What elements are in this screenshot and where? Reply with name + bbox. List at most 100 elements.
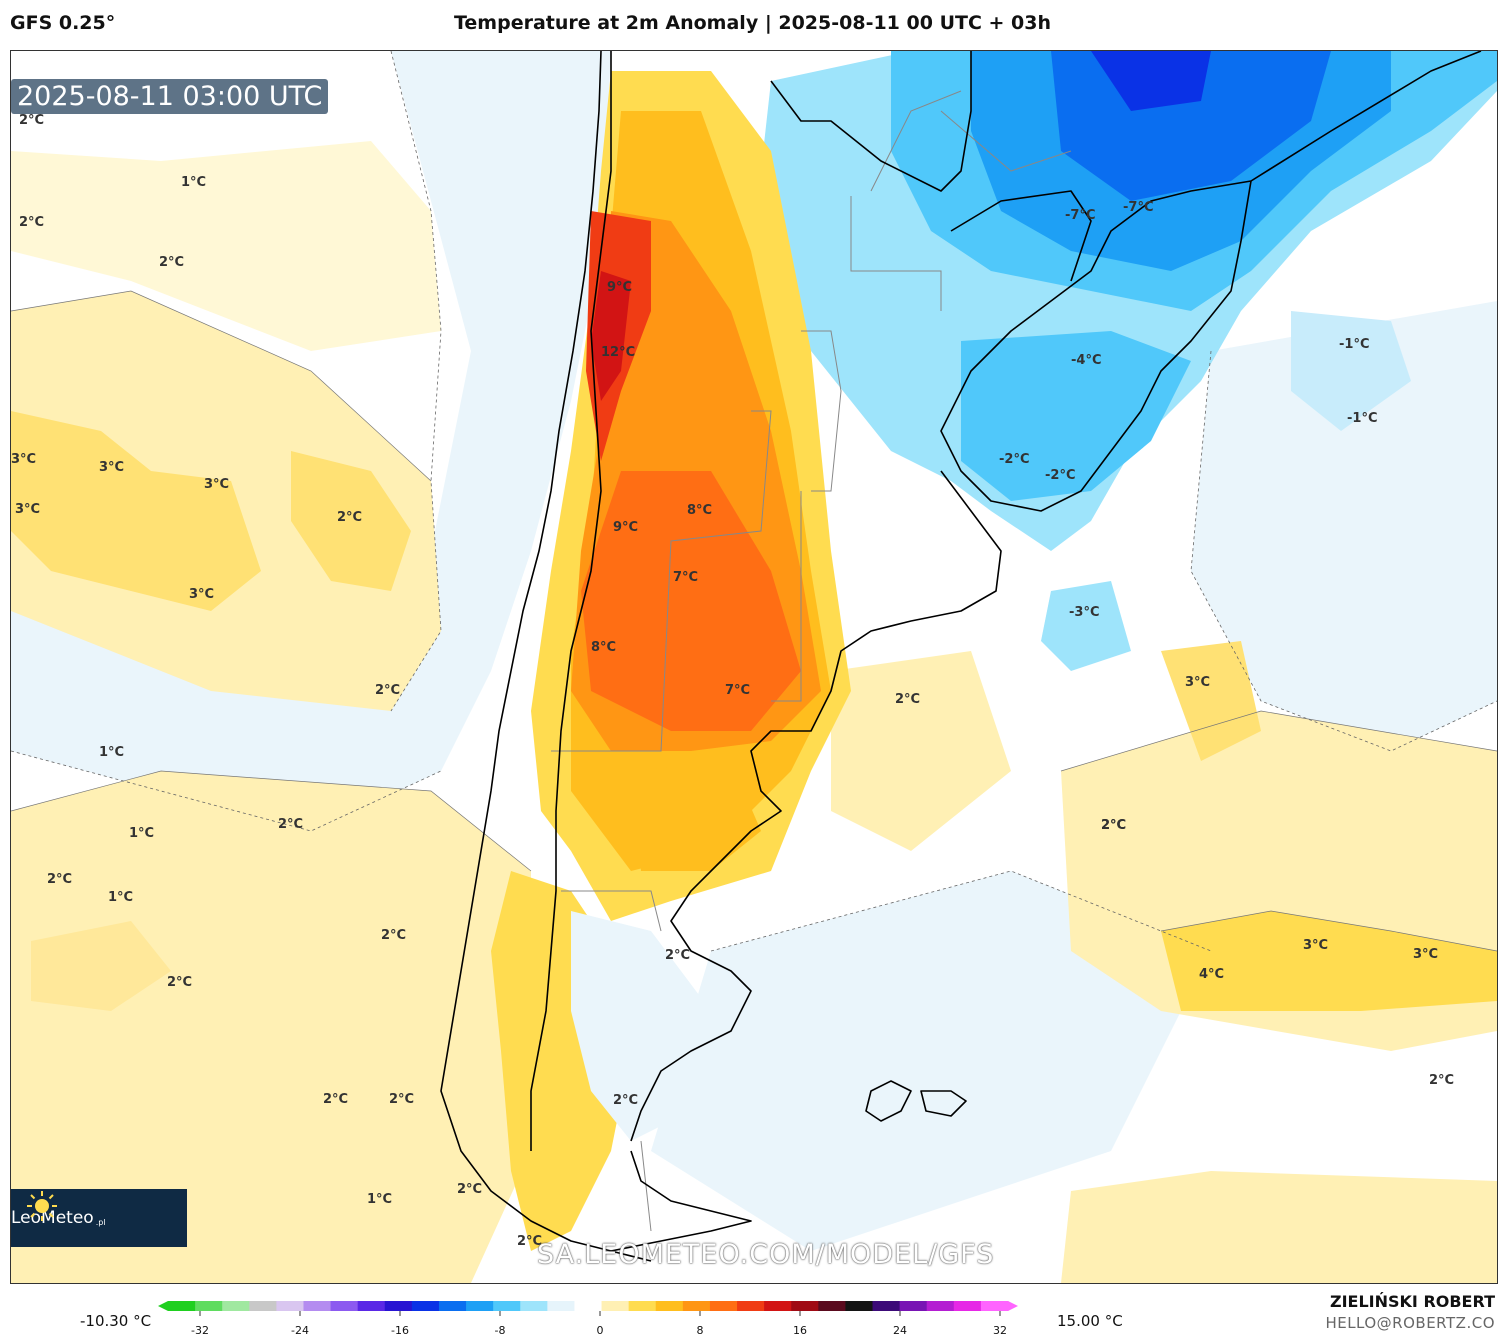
scale-swatch — [357, 1301, 386, 1311]
website-watermark: SA.LEOMETEO.COM/MODEL/GFS — [537, 1239, 995, 1270]
scale-swatch — [222, 1301, 250, 1311]
scale-max-label: 15.00 °C — [1057, 1312, 1123, 1330]
map-label: 1°C — [367, 1192, 392, 1207]
map-label: 2°C — [457, 1182, 482, 1197]
map-label: 12°C — [601, 345, 635, 360]
scale-swatch — [899, 1301, 928, 1311]
map-label: -4°C — [1071, 353, 1101, 368]
map-label: 1°C — [181, 175, 206, 190]
map-label: 7°C — [725, 683, 750, 698]
map-label: 3°C — [1185, 675, 1210, 690]
scale-arrow-right — [1008, 1301, 1018, 1311]
scale-swatch — [249, 1301, 277, 1311]
map-label: 2°C — [278, 817, 303, 832]
scale-tick-label: 32 — [993, 1324, 1007, 1337]
map-label: 2°C — [1429, 1073, 1454, 1088]
scale-swatch — [466, 1301, 494, 1311]
map-label: 2°C — [613, 1093, 638, 1108]
scale-swatch — [303, 1301, 332, 1311]
map-label: 3°C — [99, 460, 124, 475]
map-label: 2°C — [381, 928, 406, 943]
scale-tick-label: 24 — [893, 1324, 907, 1337]
map-label: 2°C — [159, 255, 184, 270]
map-label: -7°C — [1123, 200, 1153, 215]
scale-swatch — [330, 1301, 359, 1311]
scale-tick-label: 8 — [696, 1324, 704, 1337]
map-label: 3°C — [1303, 938, 1328, 953]
map-label: 8°C — [687, 503, 712, 518]
scale-swatch — [384, 1301, 413, 1311]
scale-swatch — [520, 1301, 548, 1311]
map-label: -1°C — [1339, 337, 1369, 352]
map-label: 4°C — [1199, 967, 1224, 982]
color-scale-bar — [158, 1301, 1018, 1316]
model-name: GFS 0.25° — [10, 12, 116, 34]
chart-title: Temperature at 2m Anomaly | 2025-08-11 0… — [453, 12, 1052, 34]
scale-tick-label: 0 — [596, 1324, 604, 1337]
map-label: 2°C — [389, 1092, 414, 1107]
scale-swatch — [438, 1301, 467, 1311]
map-label: 1°C — [99, 745, 124, 760]
scale-tick-label: -16 — [391, 1324, 409, 1337]
anomaly-map: 2°C 1°C 2°C 2°C 3°C 3°C 3°C 3°C 2°C 3°C … — [11, 51, 1497, 1283]
map-label: 3°C — [189, 587, 214, 602]
scale-swatch — [953, 1301, 982, 1311]
sun-icon — [27, 1191, 57, 1221]
scale-tick-label: -24 — [291, 1324, 309, 1337]
scale-swatch — [709, 1301, 738, 1311]
map-label: 3°C — [204, 477, 229, 492]
scale-swatch — [168, 1301, 196, 1311]
map-label: -3°C — [1069, 605, 1099, 620]
scale-swatch — [493, 1301, 521, 1311]
scale-swatch — [601, 1301, 630, 1311]
author-email[interactable]: HELLO@ROBERTZ.CO — [1325, 1314, 1495, 1332]
map-label: 7°C — [673, 570, 698, 585]
scale-tick-label: -32 — [191, 1324, 209, 1337]
scale-swatch — [411, 1301, 440, 1311]
leometeo-logo[interactable]: LeoMeteo .pl — [11, 1189, 187, 1247]
scale-swatch — [818, 1301, 846, 1311]
author-name: ZIELIŃSKI ROBERT — [1329, 1292, 1495, 1311]
map-label: 9°C — [613, 520, 638, 535]
map-label: 1°C — [129, 826, 154, 841]
scale-swatch — [574, 1301, 603, 1311]
map-label: 2°C — [517, 1234, 542, 1249]
scale-swatch — [764, 1301, 792, 1311]
scale-min-label: -10.30 °C — [80, 1312, 152, 1330]
map-label: -2°C — [1045, 468, 1075, 483]
map-label: 2°C — [19, 113, 44, 128]
map-label: 2°C — [167, 975, 192, 990]
map-panel[interactable]: 2°C 1°C 2°C 2°C 3°C 3°C 3°C 3°C 2°C 3°C … — [10, 50, 1498, 1284]
scale-swatch — [655, 1301, 684, 1311]
scale-swatch — [195, 1301, 223, 1311]
map-label: 2°C — [895, 692, 920, 707]
map-label: 2°C — [375, 683, 400, 698]
map-label: 2°C — [47, 872, 72, 887]
scale-tick-label: 16 — [793, 1324, 807, 1337]
scale-swatch — [791, 1301, 819, 1311]
map-label: 2°C — [1101, 818, 1126, 833]
map-label: -1°C — [1347, 411, 1377, 426]
scale-swatch — [980, 1301, 1009, 1311]
map-label: -2°C — [999, 452, 1029, 467]
scale-swatch — [845, 1301, 874, 1311]
scale-swatch — [926, 1301, 955, 1311]
map-label: 8°C — [591, 640, 616, 655]
scale-swatch — [547, 1301, 575, 1311]
timestamp-badge: 2025-08-11 03:00 UTC — [11, 79, 329, 114]
map-label: 2°C — [1101, 818, 1126, 833]
map-label: 1°C — [108, 890, 133, 905]
map-label: -7°C — [1065, 208, 1095, 223]
map-label: 3°C — [11, 452, 36, 467]
scale-swatch — [872, 1301, 901, 1311]
scale-swatch — [682, 1301, 711, 1311]
brand-suffix: .pl — [95, 1217, 106, 1227]
map-label: 9°C — [607, 280, 632, 295]
map-label: 2°C — [323, 1092, 348, 1107]
scale-swatch — [628, 1301, 657, 1311]
map-label: 3°C — [15, 502, 40, 517]
map-label: 3°C — [1413, 947, 1438, 962]
brand-name: LeoMeteo — [11, 1208, 94, 1228]
map-label: 2°C — [665, 948, 690, 963]
scale-arrow-left — [158, 1301, 168, 1311]
